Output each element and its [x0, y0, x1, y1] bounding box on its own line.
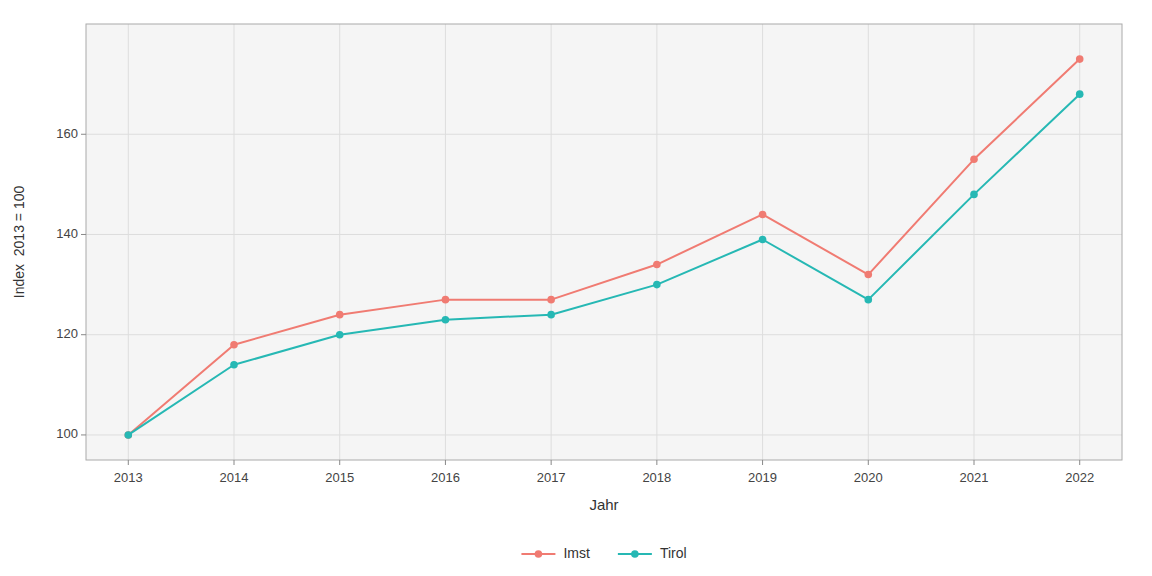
y-tick-label: 100 [56, 426, 78, 441]
series-marker [970, 156, 978, 164]
x-tick [762, 460, 763, 465]
y-tick [81, 334, 86, 335]
x-axis-label: Jahr [589, 496, 618, 513]
x-tick [974, 460, 975, 465]
x-tick-label: 2021 [960, 470, 989, 485]
y-grid-line [86, 234, 1122, 235]
x-tick [656, 460, 657, 465]
y-tick-label: 140 [56, 226, 78, 241]
x-tick [234, 460, 235, 465]
y-tick-label: 160 [56, 126, 78, 141]
series-marker [336, 311, 344, 319]
legend-item: Imst [521, 545, 590, 561]
series-marker [864, 271, 872, 279]
x-tick [445, 460, 446, 465]
y-tick [81, 234, 86, 235]
y-grid-line [86, 134, 1122, 135]
data [124, 55, 1083, 438]
series-marker [970, 191, 978, 199]
series-marker [442, 296, 450, 304]
series-marker [230, 341, 238, 349]
x-tick [339, 460, 340, 465]
y-grid-line [86, 334, 1122, 335]
plot-background [86, 24, 1122, 460]
x-grid-line [339, 24, 340, 460]
x-tick [1079, 460, 1080, 465]
series-marker [547, 311, 555, 319]
series-marker [1076, 55, 1084, 63]
series-marker [124, 431, 132, 439]
y-tick-label: 120 [56, 326, 78, 341]
x-tick-label: 2016 [431, 470, 460, 485]
x-tick-label: 2020 [854, 470, 883, 485]
x-tick-label: 2013 [114, 470, 143, 485]
x-tick [551, 460, 552, 465]
x-tick [128, 460, 129, 465]
series [124, 55, 1083, 438]
legend: Imst Tirol [521, 545, 686, 561]
legend-swatch-marker [631, 550, 639, 558]
grid [86, 24, 1122, 460]
series-marker [864, 296, 872, 304]
legend-swatch-marker [535, 550, 543, 558]
y-tick [81, 434, 86, 435]
x-grid-line [868, 24, 869, 460]
x-grid-line [234, 24, 235, 460]
y-grid-line [86, 434, 1122, 435]
x-grid-line [974, 24, 975, 460]
series [124, 90, 1083, 438]
x-tick-label: 2022 [1065, 470, 1094, 485]
chart: 100 120 140 160 2013 2014 2015 2016 2017 2018 2019… [0, 0, 1152, 576]
x-tick-label: 2017 [537, 470, 566, 485]
axes: 100 120 140 160 2013 2014 2015 2016 2017 2018 2019… [56, 126, 1094, 485]
series-marker [653, 261, 661, 269]
series-line [128, 59, 1079, 435]
series-marker [230, 361, 238, 369]
x-grid-line [445, 24, 446, 460]
x-tick-label: 2018 [642, 470, 671, 485]
legend-item: Tirol [618, 545, 687, 561]
legend-label: Tirol [660, 545, 687, 561]
series-marker [759, 236, 767, 244]
series-marker [547, 296, 555, 304]
legend-label: Imst [563, 545, 590, 561]
series-marker [759, 211, 767, 219]
x-tick-label: 2015 [325, 470, 354, 485]
x-grid-line [1079, 24, 1080, 460]
series-marker [336, 331, 344, 339]
x-grid-line [128, 24, 129, 460]
y-axis-label: Index 2013 = 100 [11, 186, 27, 299]
series-marker [653, 281, 661, 289]
series-marker [1076, 90, 1084, 98]
x-tick-label: 2014 [220, 470, 249, 485]
x-tick [868, 460, 869, 465]
series-line [128, 94, 1079, 435]
x-grid-line [656, 24, 657, 460]
y-tick [81, 134, 86, 135]
plot-frame [86, 24, 1122, 460]
series-marker [124, 431, 132, 439]
x-tick-label: 2019 [748, 470, 777, 485]
x-grid-line [551, 24, 552, 460]
series-marker [442, 316, 450, 324]
